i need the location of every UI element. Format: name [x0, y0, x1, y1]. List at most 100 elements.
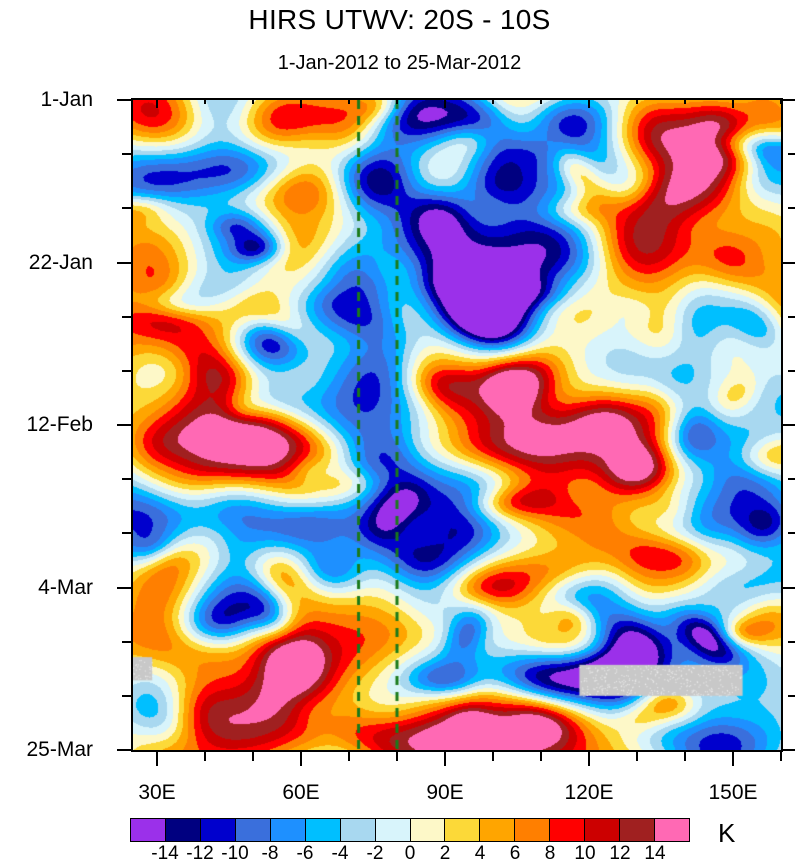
- x-axis-minor-tick-top: [780, 98, 782, 104]
- colorbar-tick-label: -2: [366, 843, 384, 864]
- colorbar-swatch: [165, 819, 201, 841]
- x-axis-minor-tick-top: [204, 98, 206, 104]
- colorbar-swatch: [340, 819, 376, 841]
- colorbar-tick-label: 10: [574, 843, 596, 864]
- x-axis-minor-tick-top: [684, 98, 686, 104]
- y-axis-major-tick-right: [783, 424, 795, 426]
- x-axis-minor-tick-top: [636, 98, 638, 104]
- x-axis-major-tick: [300, 752, 302, 766]
- y-axis-label: 1-Jan: [40, 88, 93, 111]
- colorbar-tick-label: 8: [544, 843, 556, 864]
- colorbar-tick-label: 2: [439, 843, 451, 864]
- y-axis-minor-tick: [122, 640, 131, 643]
- y-axis-major-tick: [117, 749, 131, 751]
- y-axis-minor-tick: [122, 207, 131, 210]
- colorbar-tick-label: -8: [261, 843, 279, 864]
- y-axis-major-tick-right: [783, 749, 795, 751]
- x-axis-major-tick-top: [588, 98, 590, 108]
- colorbar-swatch: [131, 819, 166, 841]
- colorbar-tick-label: 14: [644, 843, 666, 864]
- x-axis-minor-tick-top: [252, 98, 254, 104]
- colorbar-tick-label: -12: [186, 843, 214, 864]
- colorbar-swatch: [200, 819, 236, 841]
- x-axis-major-tick: [732, 752, 734, 766]
- x-axis-minor-tick: [492, 752, 494, 761]
- hovmoller-plot-area: [131, 98, 783, 752]
- y-axis-major-tick: [117, 586, 131, 589]
- x-axis-major-tick-top: [732, 98, 734, 108]
- y-axis-major-tick: [117, 261, 131, 264]
- y-axis-minor-tick: [122, 478, 131, 481]
- colorbar-tick-label: 4: [474, 843, 486, 864]
- colorbar-unit-label: K: [718, 818, 736, 848]
- colorbar-swatch: [235, 819, 271, 841]
- chart-subtitle: 1-Jan-2012 to 25-Mar-2012: [277, 52, 522, 74]
- y-axis-label: 4-Mar: [38, 575, 93, 599]
- x-axis-major-tick-top: [444, 98, 446, 108]
- x-axis-major-tick: [444, 752, 446, 766]
- x-axis-minor-tick-top: [348, 98, 350, 104]
- colorbar-tick-label: -10: [221, 843, 249, 864]
- y-axis-minor-tick-right: [788, 153, 795, 156]
- x-axis-minor-tick: [540, 752, 542, 761]
- y-axis-minor-tick: [122, 694, 131, 697]
- colorbar-swatch: [375, 819, 411, 841]
- x-axis-label: 120E: [564, 781, 614, 804]
- colorbar-swatch: [410, 819, 446, 841]
- x-axis-minor-tick: [252, 752, 254, 761]
- x-axis-major-tick-top: [300, 98, 302, 108]
- colorbar-swatch: [445, 819, 481, 841]
- y-axis-minor-tick-right: [788, 478, 795, 481]
- colorbar-swatch: [585, 819, 621, 841]
- x-axis-minor-tick: [396, 752, 398, 761]
- y-axis-minor-tick-right: [788, 315, 795, 318]
- x-axis-label: 60E: [282, 781, 320, 804]
- colorbar-tick-label: -14: [151, 843, 179, 864]
- y-axis-minor-tick-right: [788, 640, 795, 643]
- x-axis-minor-tick-top: [492, 98, 494, 104]
- x-axis-label: 90E: [426, 781, 464, 804]
- y-axis-minor-tick: [122, 153, 131, 156]
- colorbar-swatch: [515, 819, 551, 841]
- colorbar-tick-label: -6: [296, 843, 314, 864]
- contour-field: [133, 100, 781, 750]
- colorbar-tick-label: 12: [609, 843, 631, 864]
- x-axis-minor-tick: [348, 752, 350, 761]
- colorbar-swatch: [480, 819, 516, 841]
- x-axis-minor-tick: [636, 752, 638, 761]
- x-axis-major-tick: [156, 752, 158, 766]
- x-axis-minor-tick: [204, 752, 206, 761]
- colorbar-swatch: [550, 819, 586, 841]
- y-axis-label: 12-Feb: [26, 413, 93, 436]
- y-axis-minor-tick: [122, 369, 131, 372]
- y-axis-major-tick: [117, 99, 131, 101]
- y-axis-major-tick: [117, 424, 131, 426]
- x-axis-minor-tick-top: [540, 98, 542, 104]
- y-axis-label: 22-Jan: [28, 250, 93, 274]
- y-axis-label: 25-Mar: [26, 738, 93, 761]
- y-axis-major-tick-right: [783, 586, 795, 589]
- y-axis-minor-tick-right: [788, 369, 795, 372]
- colorbar-tick-label: -4: [331, 843, 349, 864]
- page-title: HIRS UTWV: 20S - 10S: [248, 4, 551, 35]
- x-axis-minor-tick: [684, 752, 686, 761]
- colorbar-swatch: [655, 819, 689, 841]
- y-axis-minor-tick-right: [788, 532, 795, 535]
- x-axis-label: 150E: [708, 781, 758, 804]
- y-axis-minor-tick: [122, 315, 131, 318]
- colorbar-tick-label: 6: [509, 843, 521, 864]
- y-axis-major-tick-right: [783, 99, 795, 101]
- colorbar-tick-labels: -14 -12 -10 -8 -6 -4 -2 0 2 4 6 8 10 12 14: [130, 843, 690, 864]
- x-axis-major-tick-top: [156, 98, 158, 108]
- colorbar: [130, 818, 690, 842]
- colorbar-swatch: [620, 819, 656, 841]
- x-axis-label: 30E: [138, 781, 176, 804]
- x-axis-minor-tick: [780, 752, 782, 761]
- x-axis-major-tick: [588, 752, 590, 766]
- y-axis-minor-tick: [122, 532, 131, 535]
- y-axis-minor-tick-right: [788, 694, 795, 697]
- y-axis-minor-tick-right: [788, 207, 795, 210]
- y-axis-major-tick-right: [783, 261, 795, 264]
- x-axis-minor-tick-top: [396, 98, 398, 104]
- colorbar-swatch: [305, 819, 341, 841]
